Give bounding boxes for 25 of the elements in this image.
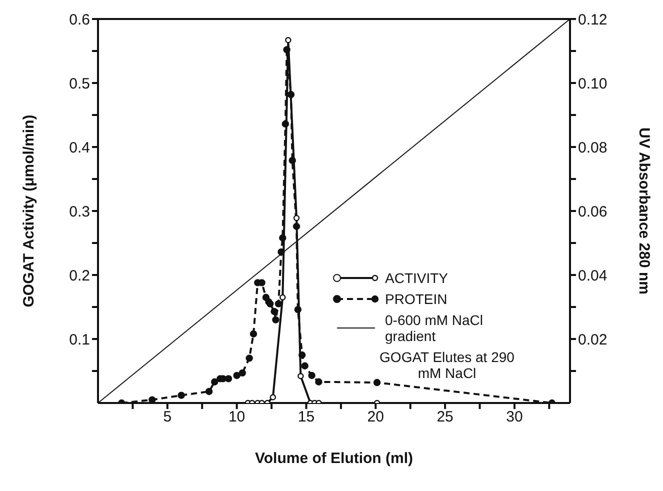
x-tick-label: 15 xyxy=(298,408,315,426)
annotation: GOGAT Elutes at 290 mM NaCl xyxy=(378,349,516,381)
y-tick-label: 0.1 xyxy=(69,331,90,348)
legend-label: 0-600 mM NaCl gradient xyxy=(385,312,484,344)
x-tick-label: 20 xyxy=(367,408,384,426)
x-axis-title: Volume of Elution (ml) xyxy=(254,450,414,467)
y2-tick-label: 0.04 xyxy=(578,267,608,284)
x-tick-label: 5 xyxy=(163,408,172,426)
y2-axis-title: UV Absorbance 280 nm xyxy=(636,128,653,294)
x-tick-label: 25 xyxy=(436,408,454,426)
y2-tick-label: 0.02 xyxy=(578,331,608,348)
y-axis-title: GOGAT Activity (μmol/min) xyxy=(20,114,38,308)
legend-label: ACTIVITY xyxy=(385,270,448,286)
y2-tick-label: 0.08 xyxy=(578,139,608,156)
x-tick-label: 10 xyxy=(228,408,246,426)
y2-tick-label: 0.10 xyxy=(578,75,608,92)
y-tick-label: 0.5 xyxy=(69,75,90,92)
legend-label: PROTEIN xyxy=(385,291,448,307)
y2-tick-label: 0.12 xyxy=(578,11,608,28)
y-tick-label: 0.6 xyxy=(69,11,90,28)
y-tick-label: 0.4 xyxy=(69,139,90,156)
y-tick-label: 0.3 xyxy=(69,203,90,220)
x-tick-label: 30 xyxy=(506,408,523,426)
y2-tick-label: 0.06 xyxy=(578,203,608,220)
y-tick-label: 0.2 xyxy=(69,267,90,284)
